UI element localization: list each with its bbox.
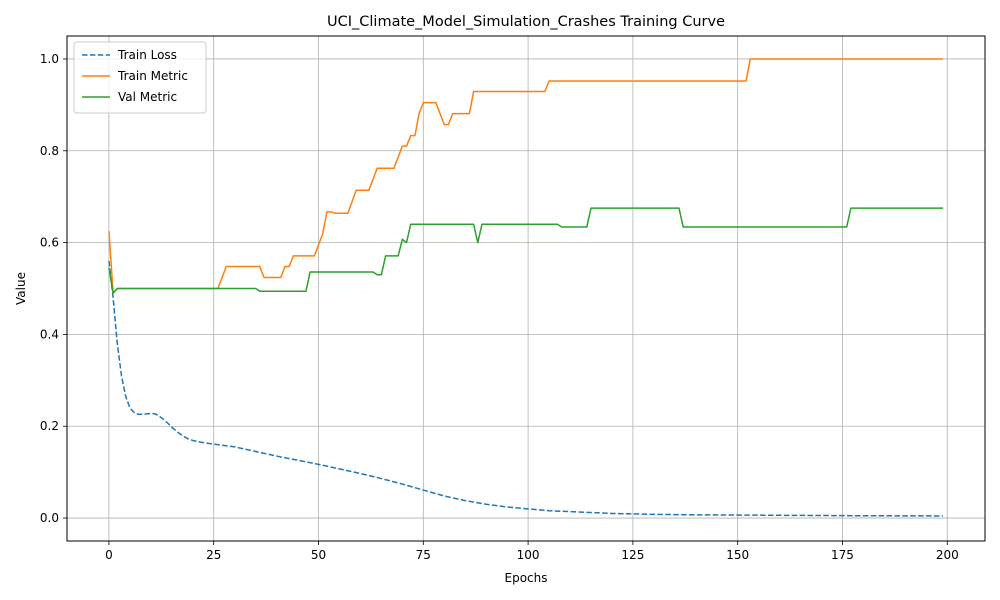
chart-title: UCI_Climate_Model_Simulation_Crashes Tra… <box>327 14 725 30</box>
y-tick-label: 0.4 <box>40 327 59 341</box>
axis-ticks: 0 25 50 75 100 125 150 175 200 0.0 0.2 0.4 0.6 0.8 1.0 <box>40 52 959 562</box>
grid <box>67 36 985 541</box>
x-tick-label: 0 <box>105 548 113 562</box>
y-tick-label: 0.2 <box>40 419 59 433</box>
y-tick-label: 0.0 <box>40 511 59 525</box>
legend-box <box>73 41 207 114</box>
x-axis-title: Epochs <box>505 571 548 585</box>
x-tick-label: 100 <box>517 548 540 562</box>
series-lines <box>108 58 944 517</box>
legend: Train Loss Train Metric Val Metric <box>73 41 207 114</box>
x-tick-label: 50 <box>311 548 326 562</box>
series-line-val-metric <box>108 207 944 294</box>
y-axis-title: Value <box>14 272 28 305</box>
x-tick-label: 75 <box>416 548 431 562</box>
legend-label: Val Metric <box>118 90 177 104</box>
series-line-train-loss <box>108 260 944 517</box>
y-tick-label: 0.6 <box>40 236 59 250</box>
y-tick-label: 1.0 <box>40 52 59 66</box>
x-tick-label: 125 <box>621 548 644 562</box>
legend-label: Train Loss <box>117 48 177 62</box>
x-tick-label: 150 <box>726 548 749 562</box>
x-tick-label: 200 <box>936 548 959 562</box>
x-tick-label: 25 <box>206 548 221 562</box>
plot-area-frame <box>66 35 986 542</box>
y-tick-label: 0.8 <box>40 144 59 158</box>
x-tick-label: 175 <box>831 548 854 562</box>
series-line-train-metric <box>108 58 944 294</box>
legend-label: Train Metric <box>117 69 188 83</box>
